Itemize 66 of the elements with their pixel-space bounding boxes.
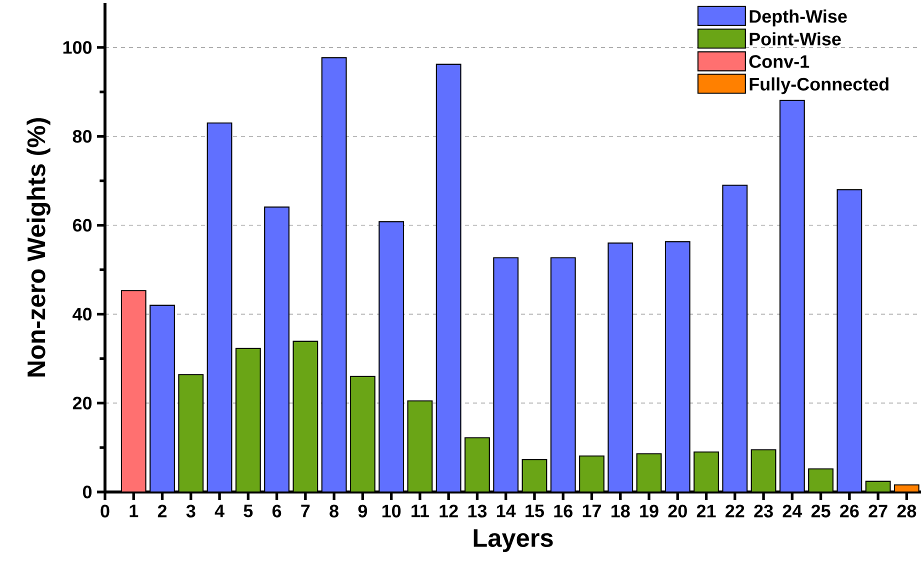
- x-axis-title: Layers: [474, 529, 553, 552]
- bar: [321, 57, 347, 492]
- x-tick-label: 20: [668, 504, 687, 518]
- bar: [493, 257, 519, 492]
- x-tick-label: 4: [214, 504, 224, 518]
- x-tick-label: 10: [382, 504, 401, 518]
- y-tick-label: 80: [72, 130, 92, 143]
- x-tick-label: 9: [358, 504, 368, 518]
- bar: [579, 455, 604, 492]
- x-tick-label: 13: [468, 504, 487, 518]
- x-tick-label: 28: [897, 504, 916, 518]
- x-tick-label: 21: [696, 504, 716, 518]
- bar: [264, 206, 290, 492]
- x-tick-label: 7: [301, 504, 310, 518]
- x-tick-label: 2: [158, 504, 167, 518]
- bar: [550, 257, 576, 492]
- legend-label: Depth-Wise: [750, 10, 847, 26]
- bar: [664, 241, 690, 492]
- bar: [779, 100, 805, 492]
- y-tick-label: 40: [72, 308, 92, 321]
- x-tick-label: 23: [754, 504, 773, 518]
- x-tick-label: 19: [640, 504, 658, 518]
- bar: [178, 374, 204, 492]
- legend-label: Fully-Connected: [750, 77, 888, 94]
- bar: [150, 304, 175, 492]
- bar: [436, 64, 462, 492]
- x-tick-label: 17: [582, 504, 601, 518]
- x-tick-label: 8: [330, 504, 339, 518]
- bar: [836, 189, 862, 492]
- bar: [292, 340, 318, 492]
- x-tick-label: 25: [811, 504, 830, 518]
- x-tick-label: 12: [440, 504, 458, 518]
- x-tick-label: 11: [412, 504, 429, 518]
- bar: [464, 437, 490, 492]
- bar: [636, 453, 662, 492]
- x-tick-label: 27: [868, 504, 888, 518]
- x-tick-label: 26: [840, 504, 859, 518]
- x-tick-label: 22: [726, 504, 744, 518]
- bar: [808, 468, 834, 492]
- y-tick-label: 100: [63, 41, 92, 54]
- x-tick-label: 3: [186, 504, 196, 518]
- legend-label: Point-Wise: [750, 32, 841, 46]
- bar: [694, 451, 719, 492]
- bar: [350, 376, 376, 492]
- x-tick-label: 16: [554, 504, 572, 518]
- x-tick-label: 6: [272, 504, 282, 518]
- bar: [750, 449, 776, 492]
- x-tick-label: 1: [130, 504, 138, 518]
- y-tick-label: 0: [82, 486, 92, 498]
- x-tick-label: 15: [526, 504, 544, 518]
- x-tick-label: 24: [782, 504, 802, 518]
- y-tick-label: 60: [72, 218, 92, 232]
- legend-label: Conv-1: [749, 55, 810, 68]
- x-tick-label: 0: [100, 504, 110, 518]
- bar: [235, 348, 261, 492]
- x-tick-label: 18: [611, 504, 630, 518]
- x-tick-label: 5: [244, 504, 253, 518]
- bar: [722, 184, 748, 492]
- bar: [206, 122, 232, 492]
- y-axis-title: Non-zero Weights (%): [26, 118, 50, 376]
- x-tick-label: 14: [496, 504, 516, 518]
- bar: [522, 459, 548, 492]
- y-tick-label: 20: [72, 396, 92, 410]
- bar: [407, 400, 433, 492]
- bar: [608, 242, 634, 492]
- bar: [378, 221, 404, 492]
